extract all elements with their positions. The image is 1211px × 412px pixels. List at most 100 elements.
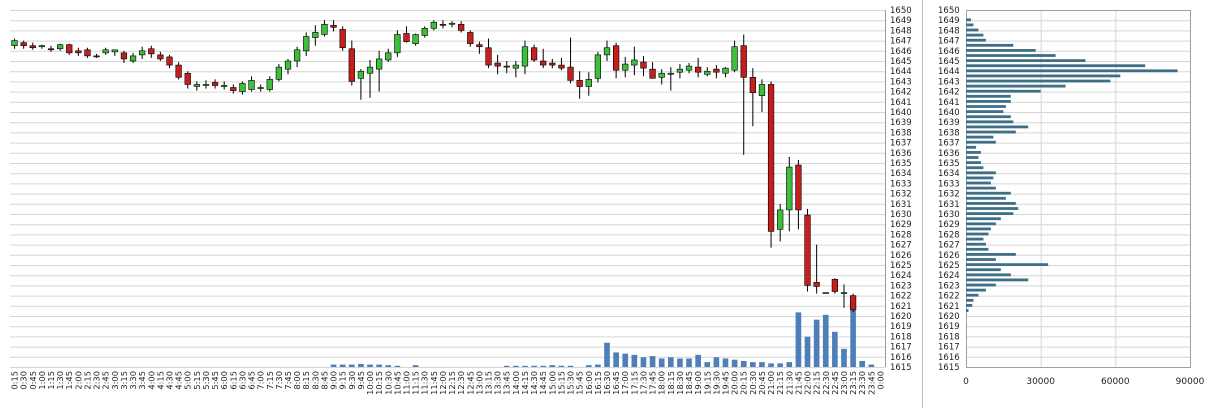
time-tick-label: 22:30 <box>821 371 831 395</box>
volume-bar <box>722 358 729 367</box>
price-tick-label: 1635 <box>890 159 912 169</box>
price-tick-label: 1628 <box>890 230 912 240</box>
profile-bar <box>966 278 1029 282</box>
bull-candle-body <box>512 64 519 69</box>
profile-bar <box>966 176 994 180</box>
profile-price-tick-label: 1639 <box>938 118 960 128</box>
bull-candle-body <box>521 46 529 67</box>
profile-price-axis-labels: 1615161616171618161916201621162216231624… <box>938 6 960 373</box>
bull-candle-body <box>685 65 693 71</box>
volume-bar <box>713 357 720 367</box>
profile-volume-axis-labels: 0 30000 60000 90000 <box>963 377 1204 387</box>
time-tick-label: 0:45 <box>28 371 38 390</box>
volume-bar <box>585 365 592 367</box>
time-tick-label: 8:00 <box>292 371 302 390</box>
time-tick-label: 9:15 <box>338 371 348 390</box>
volume-bar <box>704 362 711 367</box>
time-tick-label: 5:30 <box>201 371 211 390</box>
time-tick-label: 10:15 <box>374 371 384 395</box>
volume-bar <box>595 364 601 367</box>
profile-bar <box>966 33 984 37</box>
time-tick-label: 21:45 <box>793 371 803 395</box>
bull-candle-body <box>11 40 18 46</box>
profile-bar <box>966 202 1016 205</box>
profile-bar <box>966 268 1001 272</box>
bull-candle-body <box>366 66 374 74</box>
bull-candle-body <box>376 58 383 70</box>
profile-volume-tick-label: 0 <box>963 377 969 387</box>
profile-price-tick-label: 1650 <box>938 6 960 16</box>
time-tick-label: 15:15 <box>556 371 566 395</box>
profile-bar <box>966 115 1011 119</box>
bull-candle-body <box>731 46 738 71</box>
bull-candle-body <box>722 67 729 74</box>
profile-bar <box>966 64 1146 68</box>
volume-bar <box>412 365 419 367</box>
price-tick-label: 1633 <box>890 179 912 189</box>
time-tick-label: 1:00 <box>37 371 47 390</box>
bear-candle-body <box>157 54 164 60</box>
time-tick-label: 10:30 <box>383 371 393 395</box>
volume-bar <box>804 336 811 367</box>
profile-bar <box>966 309 969 312</box>
volume-bar <box>795 312 802 367</box>
volume-bars <box>330 308 875 367</box>
profile-price-tick-label: 1636 <box>938 149 960 159</box>
profile-bar <box>966 69 1178 73</box>
bear-candle-body <box>813 282 820 287</box>
profile-price-tick-label: 1617 <box>938 343 960 353</box>
price-tick-label: 1637 <box>890 139 912 149</box>
profile-price-tick-label: 1626 <box>938 251 960 261</box>
bull-candle-body <box>840 292 848 294</box>
profile-bar <box>966 145 976 149</box>
price-tick-label: 1615 <box>890 363 912 373</box>
price-tick-label: 1630 <box>890 210 912 220</box>
profile-bar <box>966 273 1011 277</box>
profile-bar <box>966 293 979 297</box>
time-tick-label: 16:45 <box>611 371 621 395</box>
time-tick-label: 3:45 <box>137 371 147 390</box>
time-tick-label: 4:15 <box>155 371 165 390</box>
bull-candle-body <box>448 22 456 25</box>
time-tick-label: 14:45 <box>538 371 548 395</box>
time-tick-label: 20:00 <box>730 371 740 395</box>
time-tick-label: 12:45 <box>465 371 475 395</box>
time-tick-label: 6:00 <box>219 371 229 390</box>
time-tick-label: 0:30 <box>19 371 29 390</box>
price-tick-label: 1616 <box>890 353 912 363</box>
candles <box>11 20 857 312</box>
profile-price-tick-label: 1643 <box>938 77 960 87</box>
price-tick-label: 1617 <box>890 343 912 353</box>
time-tick-label: 14:00 <box>511 371 521 395</box>
bull-candle-body <box>758 84 766 96</box>
price-tick-label: 1648 <box>890 26 912 36</box>
profile-bar <box>966 140 996 144</box>
profile-price-tick-label: 1646 <box>938 47 960 57</box>
price-tick-label: 1641 <box>890 98 912 108</box>
bear-candle-body <box>66 44 73 54</box>
profile-price-tick-label: 1640 <box>938 108 960 118</box>
volume-bar <box>677 358 683 367</box>
bull-candle-body <box>412 34 419 44</box>
volume-bar <box>531 365 537 367</box>
bull-candle-body <box>357 70 365 79</box>
time-tick-label: 2:45 <box>101 371 111 390</box>
bull-candle-body <box>275 66 283 80</box>
bull-candle-body <box>658 72 665 78</box>
profile-bar <box>966 110 1004 114</box>
price-tick-label: 1621 <box>890 302 912 312</box>
price-tick-label: 1638 <box>890 128 912 138</box>
bull-candle-body <box>312 32 319 38</box>
profile-bar <box>966 191 1011 195</box>
time-tick-label: 23:45 <box>866 371 876 395</box>
profile-price-tick-label: 1637 <box>938 139 960 149</box>
volume-bar <box>631 354 638 367</box>
time-tick-label: 20:45 <box>757 371 767 395</box>
time-tick-label: 13:15 <box>484 371 494 395</box>
profile-bar <box>966 166 984 170</box>
bull-candle-body <box>293 49 301 62</box>
time-tick-label: 4:45 <box>174 371 184 390</box>
profile-bar <box>966 135 994 139</box>
time-tick-label: 16:00 <box>584 371 594 395</box>
